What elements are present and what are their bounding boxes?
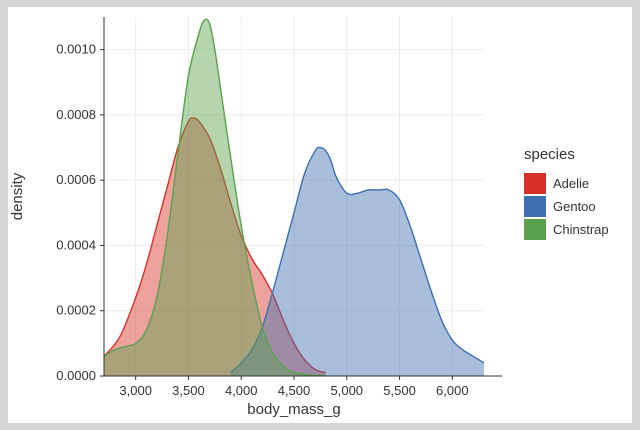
y-tick-label: 0.0000 — [56, 368, 96, 383]
density-chart: 0.0000 0.0002 0.0004 0.0006 0.0008 0.0010 3,00… — [9, 17, 609, 418]
x-tick-label: 4,500 — [278, 383, 311, 398]
x-tick-label: 3,000 — [119, 383, 152, 398]
tick-labels: 0.0000 0.0002 0.0004 0.0006 0.0008 0.0010 3,00… — [56, 42, 468, 398]
legend: species Adelie Gentoo Chinstrap — [524, 146, 609, 240]
legend-swatch-chinstrap — [524, 219, 546, 240]
x-tick-label: 3,500 — [172, 383, 205, 398]
y-axis-title: density — [9, 172, 26, 220]
gentoo-area — [230, 147, 484, 376]
adelie-area — [104, 117, 326, 377]
x-tick-label: 5,000 — [331, 383, 364, 398]
y-tick-label: 0.0008 — [56, 107, 96, 122]
x-tick-label: 6,000 — [436, 383, 469, 398]
gentoo-line — [230, 146, 485, 374]
x-axis-title: body_mass_g — [247, 401, 340, 418]
legend-label-chinstrap: Chinstrap — [553, 222, 609, 237]
y-tick-label: 0.0006 — [56, 172, 96, 187]
y-tick-label: 0.0010 — [56, 42, 96, 57]
legend-label-gentoo: Gentoo — [553, 199, 596, 214]
y-tick-label: 0.0004 — [56, 237, 96, 252]
chart-container: 0.0000 0.0002 0.0004 0.0006 0.0008 0.0010 3,00… — [8, 7, 632, 423]
legend-label-adelie: Adelie — [553, 176, 589, 191]
density-areas — [103, 18, 485, 377]
legend-swatch-gentoo — [524, 196, 546, 217]
grid — [104, 17, 484, 377]
adelie-line — [103, 117, 326, 374]
axes — [103, 17, 502, 377]
legend-swatch-adelie — [524, 173, 546, 194]
legend-title: species — [524, 146, 575, 163]
chinstrap-line — [103, 18, 326, 377]
x-tick-label: 5,500 — [383, 383, 416, 398]
y-tick-label: 0.0002 — [56, 303, 96, 318]
x-tick-label: 4,000 — [225, 383, 258, 398]
